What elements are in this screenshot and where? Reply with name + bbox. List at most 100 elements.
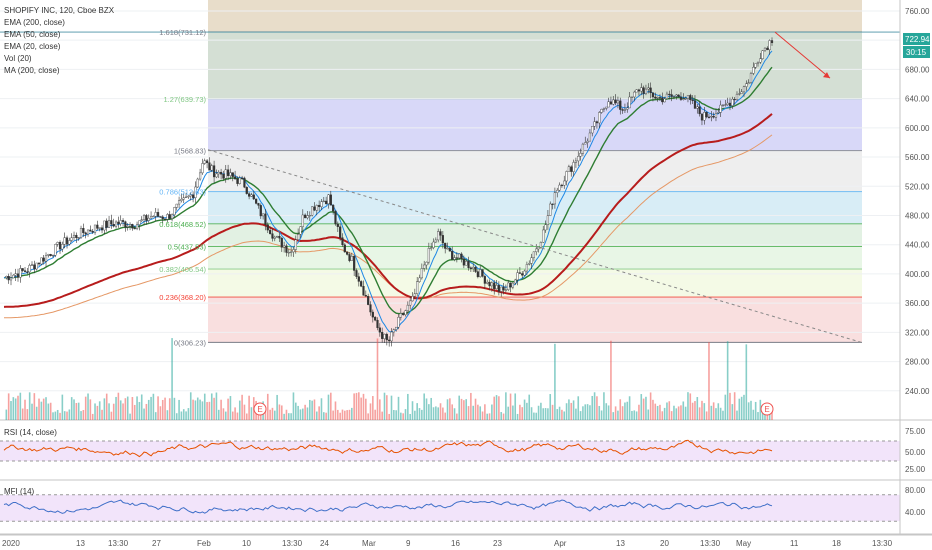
candle-body <box>26 271 29 273</box>
candle-body <box>236 178 239 184</box>
volume-bar <box>369 403 372 420</box>
candle-body <box>119 220 122 225</box>
drawings[interactable] <box>207 31 863 344</box>
candle-body <box>44 255 48 262</box>
volume-bar <box>66 411 68 420</box>
oscillator-line <box>3 439 773 458</box>
volume-bar <box>390 395 393 420</box>
time-tick: 16 <box>451 539 460 548</box>
candle-body <box>675 94 678 97</box>
candle-body <box>23 270 27 272</box>
volume-bar <box>210 393 213 420</box>
candlesticks <box>5 37 774 347</box>
candle-body <box>353 256 356 271</box>
volume-bar <box>612 412 615 420</box>
volume-bar <box>698 407 701 420</box>
volume-bar <box>645 396 647 420</box>
candle-body <box>161 216 164 220</box>
candle-body <box>168 214 171 219</box>
volume-bar <box>154 412 157 420</box>
candle-body <box>381 332 384 339</box>
volume-bar <box>21 408 24 420</box>
candle-body <box>37 262 41 265</box>
volume-bar <box>603 392 605 420</box>
ema200-line <box>3 113 773 308</box>
volume-bar <box>668 401 671 420</box>
mfi-pane[interactable] <box>0 494 932 535</box>
candle-body <box>409 300 412 306</box>
candle-body <box>553 192 557 205</box>
legend-ema20[interactable]: EMA (20, close) <box>4 42 61 51</box>
volume-bar <box>173 397 176 420</box>
volume-bar <box>451 404 453 420</box>
volume-bar <box>42 398 45 420</box>
candle-body <box>763 47 767 51</box>
volume-bar <box>619 399 622 420</box>
legend-ema200[interactable]: EMA (200, close) <box>4 18 65 27</box>
candle-body <box>110 220 113 225</box>
candle-body <box>532 251 535 258</box>
candle-body <box>159 216 162 218</box>
legend-ema50[interactable]: EMA (50, close) <box>4 30 61 39</box>
candle-body <box>105 220 108 228</box>
candle-body <box>229 172 232 176</box>
candle-body <box>376 319 379 328</box>
candle-body <box>93 224 97 233</box>
legend-ma200[interactable]: MA (200, close) <box>4 66 60 75</box>
candle-body <box>731 98 734 106</box>
earnings-label: E <box>257 405 262 414</box>
fib-zone <box>208 0 862 33</box>
rsi-label[interactable]: RSI (14, close) <box>4 428 57 437</box>
volume-bar <box>652 399 654 420</box>
volume-bar <box>736 410 738 420</box>
volume-bar <box>17 395 19 420</box>
candle-body <box>656 97 659 99</box>
candle-body <box>425 261 428 266</box>
price-axis[interactable]: 240.00 280.00 320.00 360.00 400.00 440.00 480.… <box>899 0 930 535</box>
volume-bar <box>670 411 673 420</box>
candle-body <box>173 207 176 216</box>
candle-body <box>21 268 24 271</box>
candle-body <box>677 94 680 98</box>
fibonacci-retracement[interactable] <box>0 0 900 343</box>
volume-bar <box>346 410 348 420</box>
candle-body <box>721 104 725 106</box>
volume-bar <box>689 393 692 420</box>
mfi-label[interactable]: MFI (14) <box>4 487 35 496</box>
volume-bar <box>633 410 636 420</box>
candle-body <box>759 58 762 63</box>
candle-body <box>313 206 316 211</box>
candle-body <box>198 172 202 180</box>
candle-body <box>175 203 178 208</box>
rsi-pane[interactable] <box>0 439 932 481</box>
volume-bar <box>430 397 432 420</box>
volume-bar <box>568 399 570 420</box>
volume-bar <box>145 403 148 420</box>
price-tick: 760.00 <box>905 7 930 16</box>
volume-bar <box>724 394 727 420</box>
volume-bar <box>308 399 311 420</box>
volume-bar <box>238 400 241 420</box>
candle-body <box>252 194 255 200</box>
time-axis[interactable]: 2020 13 13:30 27 Feb 10 13:30 24 Mar 9 16 23 Apr 13 20… <box>0 534 932 548</box>
fib-level-label: 0.618(468.52) <box>159 220 206 229</box>
legend-vol[interactable]: Vol (20) <box>4 54 32 63</box>
volume-bar <box>136 396 138 420</box>
volume-bar <box>19 392 22 420</box>
volume-bar <box>178 399 180 420</box>
volume-bar <box>206 402 208 420</box>
volume-bar <box>740 396 743 420</box>
volume-bar <box>381 411 383 420</box>
candle-body <box>684 98 687 100</box>
volume-bar <box>52 412 54 420</box>
volume-bar <box>626 401 629 420</box>
candle-body <box>663 98 666 103</box>
candle-body <box>446 248 449 250</box>
candle-body <box>346 251 349 255</box>
volume-bar <box>159 406 162 420</box>
candle-body <box>290 251 293 253</box>
volume-bar <box>330 392 332 420</box>
candle-body <box>399 313 402 318</box>
